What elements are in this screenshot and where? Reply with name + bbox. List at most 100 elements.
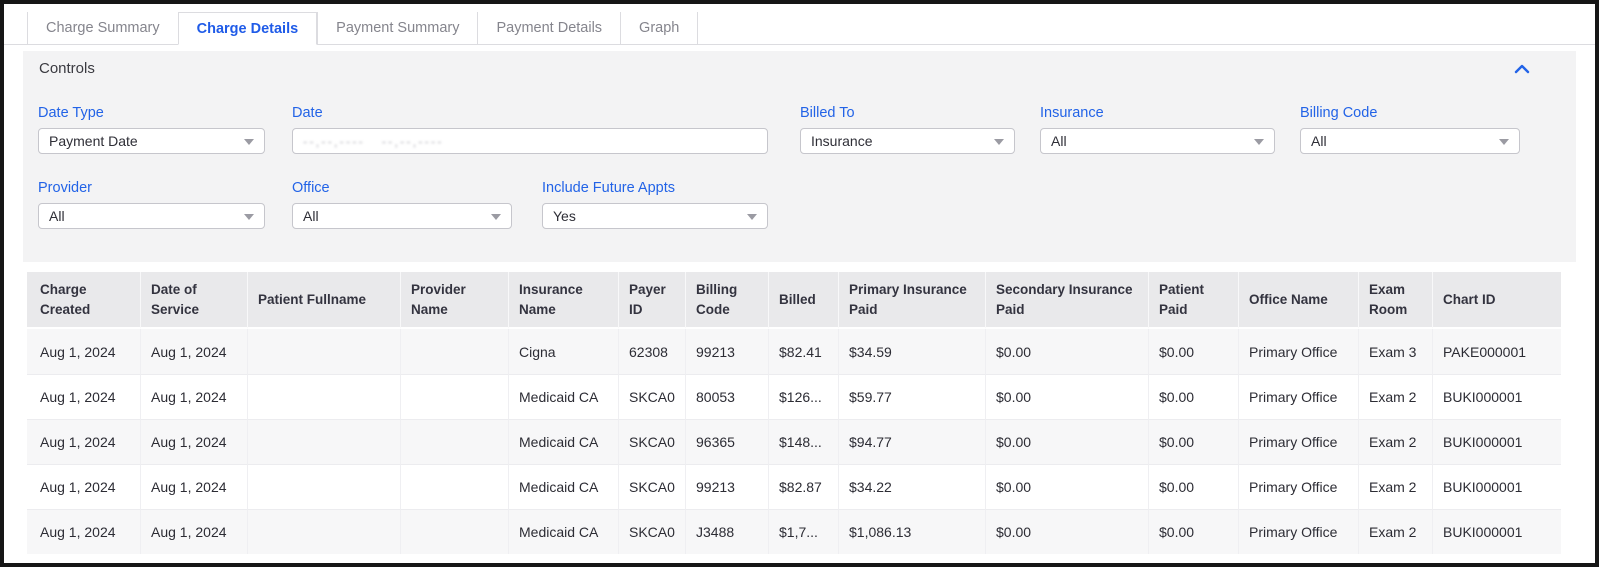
table-cell: Aug 1, 2024 bbox=[27, 419, 140, 465]
tab-payment-details[interactable]: Payment Details bbox=[477, 12, 621, 45]
table-cell: Aug 1, 2024 bbox=[140, 464, 247, 510]
chevron-down-icon bbox=[491, 214, 501, 220]
column-header[interactable]: Primary Insurance Paid bbox=[838, 272, 985, 330]
date-range-value-redacted: --,--,---- --,--,---- bbox=[303, 133, 444, 149]
table-cell: Aug 1, 2024 bbox=[140, 509, 247, 555]
column-header[interactable]: Patient Paid bbox=[1148, 272, 1238, 330]
table-cell: Medicaid CA bbox=[508, 509, 618, 555]
table-row[interactable]: Aug 1, 2024 Aug 1, 2024 Medicaid CA SKCA0 99… bbox=[27, 464, 1561, 510]
chevron-down-icon bbox=[747, 214, 757, 220]
table-cell bbox=[400, 374, 508, 420]
table-cell: PAKE000001 bbox=[1432, 329, 1561, 375]
table-cell: Primary Office bbox=[1238, 509, 1358, 555]
table-cell bbox=[247, 329, 400, 375]
column-header[interactable]: Office Name bbox=[1238, 272, 1358, 330]
table-cell bbox=[400, 419, 508, 465]
include-future-appts-select[interactable]: Yes bbox=[542, 203, 768, 229]
table-cell: SKCA0 bbox=[618, 374, 685, 420]
table-row[interactable]: Aug 1, 2024 Aug 1, 2024 Medicaid CA SKCA0 J3… bbox=[27, 509, 1561, 555]
column-header[interactable]: Secondary Insurance Paid bbox=[985, 272, 1148, 330]
table-cell: $34.22 bbox=[838, 464, 985, 510]
table-cell: BUKI000001 bbox=[1432, 509, 1561, 555]
column-header[interactable]: Provider Name bbox=[400, 272, 508, 330]
table-cell: $94.77 bbox=[838, 419, 985, 465]
table-cell: Primary Office bbox=[1238, 374, 1358, 420]
table-cell: $148... bbox=[768, 419, 838, 465]
table-cell bbox=[247, 374, 400, 420]
table-cell: $0.00 bbox=[985, 509, 1148, 555]
date-type-select[interactable]: Payment Date bbox=[38, 128, 265, 154]
column-header[interactable]: Exam Room bbox=[1358, 272, 1432, 330]
column-header[interactable]: Chart ID bbox=[1432, 272, 1561, 330]
table-cell: SKCA0 bbox=[618, 419, 685, 465]
controls-title: Controls bbox=[39, 60, 95, 77]
table-cell: $0.00 bbox=[985, 329, 1148, 375]
table-cell: $1,086.13 bbox=[838, 509, 985, 555]
table-cell: $0.00 bbox=[1148, 374, 1238, 420]
table-cell bbox=[400, 509, 508, 555]
table-cell: Exam 3 bbox=[1358, 329, 1432, 375]
table-cell: J3488 bbox=[685, 509, 768, 555]
provider-select[interactable]: All bbox=[38, 203, 265, 229]
table-cell: Medicaid CA bbox=[508, 419, 618, 465]
table-cell: $0.00 bbox=[985, 374, 1148, 420]
chevron-down-icon bbox=[1254, 139, 1264, 145]
billed-to-select[interactable]: Insurance bbox=[800, 128, 1015, 154]
table-row[interactable]: Aug 1, 2024 Aug 1, 2024 Medicaid CA SKCA0 96… bbox=[27, 419, 1561, 465]
table-cell: 62308 bbox=[618, 329, 685, 375]
table-cell bbox=[400, 464, 508, 510]
table-cell: SKCA0 bbox=[618, 464, 685, 510]
column-header[interactable]: Payer ID bbox=[618, 272, 685, 330]
table-cell: $0.00 bbox=[985, 464, 1148, 510]
table-cell: 99213 bbox=[685, 464, 768, 510]
billing-code-label: Billing Code bbox=[1300, 105, 1378, 121]
date-type-label: Date Type bbox=[38, 105, 104, 121]
billing-code-select[interactable]: All bbox=[1300, 128, 1520, 154]
table-cell: Exam 2 bbox=[1358, 464, 1432, 510]
table-cell bbox=[247, 464, 400, 510]
billed-to-label: Billed To bbox=[800, 105, 855, 121]
table-cell: $0.00 bbox=[1148, 464, 1238, 510]
table-cell: BUKI000001 bbox=[1432, 464, 1561, 510]
date-range-input[interactable]: --,--,---- --,--,---- bbox=[292, 128, 768, 154]
insurance-label: Insurance bbox=[1040, 105, 1104, 121]
table-cell: $0.00 bbox=[1148, 329, 1238, 375]
collapse-panel-button[interactable] bbox=[1512, 59, 1532, 79]
office-select[interactable]: All bbox=[292, 203, 512, 229]
chevron-down-icon bbox=[244, 139, 254, 145]
office-value: All bbox=[303, 208, 319, 224]
table-cell: $0.00 bbox=[985, 419, 1148, 465]
insurance-select[interactable]: All bbox=[1040, 128, 1275, 154]
table-cell bbox=[247, 509, 400, 555]
table-cell bbox=[400, 329, 508, 375]
date-label: Date bbox=[292, 105, 323, 121]
table-cell: 99213 bbox=[685, 329, 768, 375]
charge-details-table: Charge Created Date of Service Patient Ful… bbox=[27, 272, 1561, 555]
tab-charge-details[interactable]: Charge Details bbox=[177, 12, 318, 45]
controls-panel: Controls Date Type Payment Date Date --,… bbox=[23, 51, 1576, 262]
column-header[interactable]: Date of Service bbox=[140, 272, 247, 330]
column-header[interactable]: Patient Fullname bbox=[247, 272, 400, 330]
tab-charge-summary[interactable]: Charge Summary bbox=[27, 12, 178, 45]
chevron-down-icon bbox=[244, 214, 254, 220]
table-cell: $82.87 bbox=[768, 464, 838, 510]
column-header[interactable]: Insurance Name bbox=[508, 272, 618, 330]
table-cell: Cigna bbox=[508, 329, 618, 375]
tab-payment-summary[interactable]: Payment Summary bbox=[317, 12, 478, 45]
provider-label: Provider bbox=[38, 180, 92, 196]
column-header[interactable]: Billing Code bbox=[685, 272, 768, 330]
table-cell: Primary Office bbox=[1238, 329, 1358, 375]
column-header[interactable]: Charge Created bbox=[27, 272, 140, 330]
table-row[interactable]: Aug 1, 2024 Aug 1, 2024 Cigna 62308 99213 $82… bbox=[27, 329, 1561, 375]
table-row[interactable]: Aug 1, 2024 Aug 1, 2024 Medicaid CA SKCA0 80… bbox=[27, 374, 1561, 420]
table-cell: 80053 bbox=[685, 374, 768, 420]
column-header[interactable]: Billed bbox=[768, 272, 838, 330]
table-cell: BUKI000001 bbox=[1432, 419, 1561, 465]
table-cell: $0.00 bbox=[1148, 509, 1238, 555]
tab-graph[interactable]: Graph bbox=[620, 12, 699, 45]
include-future-appts-label: Include Future Appts bbox=[542, 180, 675, 196]
table-cell: $126... bbox=[768, 374, 838, 420]
table-cell: $1,7... bbox=[768, 509, 838, 555]
office-label: Office bbox=[292, 180, 330, 196]
